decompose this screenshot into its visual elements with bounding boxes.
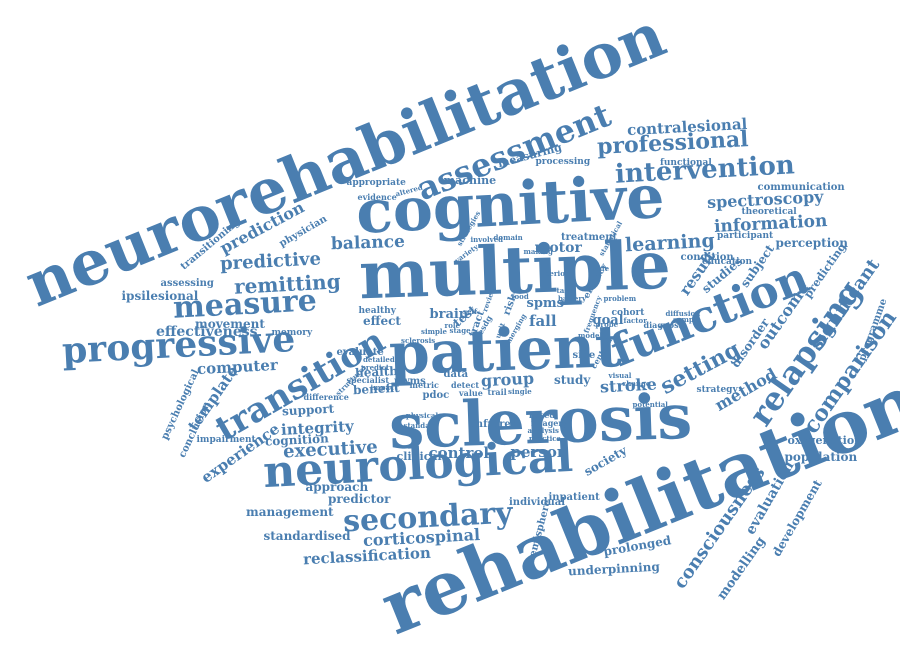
cloud-word: imagery — [531, 418, 568, 428]
cloud-word: healthy — [358, 305, 396, 316]
cloud-word: analysis — [527, 425, 559, 435]
cloud-word: treatment — [561, 232, 618, 243]
cloud-word: evaluate — [336, 347, 384, 358]
cloud-word: underpinning — [567, 559, 661, 579]
cloud-word: domain — [493, 232, 523, 242]
cloud-word: making — [523, 246, 553, 256]
cloud-word: detailed — [363, 354, 395, 364]
cloud-word: metric — [409, 380, 439, 390]
cloud-word: wide — [591, 263, 610, 273]
cloud-word: impact — [370, 382, 398, 392]
cloud-word: effectiveness — [156, 324, 258, 340]
cloud-word: goal — [592, 312, 624, 328]
cloud-word: sample — [673, 314, 701, 324]
cloud-word: practice — [529, 433, 561, 443]
cloud-word: modelling — [713, 533, 769, 603]
cloud-word: based — [529, 410, 555, 420]
cloud-word: assessing — [160, 278, 214, 289]
cloud-word: diffusion — [665, 308, 701, 318]
cloud-word: ipsilesional — [121, 289, 199, 303]
cloud-word: spms — [526, 295, 564, 311]
cloud-word: involved — [470, 234, 504, 244]
cloud-word: predictive — [218, 248, 321, 275]
cloud-word: oxygenation — [787, 433, 863, 447]
cloud-word: balance — [330, 231, 406, 254]
cloud-word: potential — [632, 399, 668, 409]
cloud-word: self — [463, 306, 478, 316]
cloud-word: change — [622, 378, 651, 388]
cloud-word: side — [572, 350, 596, 361]
cloud-word: problem — [603, 293, 637, 303]
cloud-word: evidence — [357, 192, 397, 202]
cloud-word: effect — [363, 314, 401, 328]
cloud-word: predict — [361, 362, 390, 372]
cloud-word: role — [444, 320, 460, 330]
cloud-word: probe — [595, 319, 619, 329]
cloud-word: remitting — [232, 269, 341, 299]
cloud-word: value — [459, 388, 483, 398]
cloud-word: memory — [271, 327, 313, 338]
cloud-word: brain — [429, 306, 469, 322]
cloud-word: machine — [443, 173, 497, 187]
cloud-word: inpatient — [548, 492, 600, 503]
cloud-word: cohort — [611, 307, 645, 318]
cloud-word: pdoc — [422, 390, 450, 401]
cloud-word: theoretical — [741, 206, 797, 217]
cloud-word: simple — [421, 326, 448, 336]
cloud-word: movement — [195, 317, 265, 331]
cloud-word: sclerosis — [401, 335, 436, 345]
cloud-word: diagnosis — [643, 320, 687, 330]
cloud-word: fall — [529, 311, 557, 330]
cloud-word: motor — [534, 240, 582, 256]
cloud-word: person — [510, 442, 568, 461]
cloud-word: approach — [305, 480, 369, 494]
cloud-word: specialist — [346, 375, 390, 385]
cloud-word: management — [246, 505, 334, 519]
cloud-word: population — [784, 450, 858, 464]
cloud-word: communication — [757, 182, 845, 193]
cloud-word: food — [511, 291, 529, 301]
cloud-word: computer — [196, 355, 278, 378]
cloud-word: clinical — [396, 449, 442, 463]
cloud-word: single — [508, 386, 532, 396]
cloud-word: trail — [487, 387, 507, 397]
cloud-word: functional — [660, 157, 712, 168]
cloud-word: cognition — [264, 431, 330, 449]
cloud-word: education — [702, 256, 752, 267]
cloud-word: data — [443, 369, 469, 380]
cloud-word: appropriate — [346, 177, 406, 188]
cloud-word: impairment — [196, 434, 256, 445]
cloud-word: battery — [558, 293, 587, 303]
cloud-word: perception — [775, 236, 849, 250]
cloud-word: strategy — [696, 384, 738, 395]
cloud-word: stage — [449, 325, 471, 335]
cloud-word: condition — [680, 252, 734, 263]
cloud-word: predictor — [328, 492, 391, 506]
cloud-word: task — [556, 285, 574, 295]
cloud-word: study — [554, 373, 591, 387]
cloud-word: standardised — [263, 529, 351, 543]
cloud-word: difference — [303, 392, 349, 402]
cloud-word: participant — [717, 230, 774, 241]
cloud-word: support — [281, 401, 335, 419]
cloud-word: processing — [535, 156, 591, 167]
cloud-word: control — [428, 443, 490, 462]
cloud-word: standard — [403, 420, 439, 430]
cloud-word: visual — [608, 370, 632, 380]
cloud-word: model — [578, 330, 603, 340]
cloud-word: detect — [451, 380, 480, 390]
cloud-word: factor — [623, 315, 647, 325]
cloud-word: period — [544, 268, 570, 278]
cloud-word: individual — [509, 497, 566, 508]
cloud-word: physical — [406, 410, 439, 420]
cloud-word: infrared — [472, 419, 518, 430]
cloud-word: pwms — [394, 376, 426, 387]
